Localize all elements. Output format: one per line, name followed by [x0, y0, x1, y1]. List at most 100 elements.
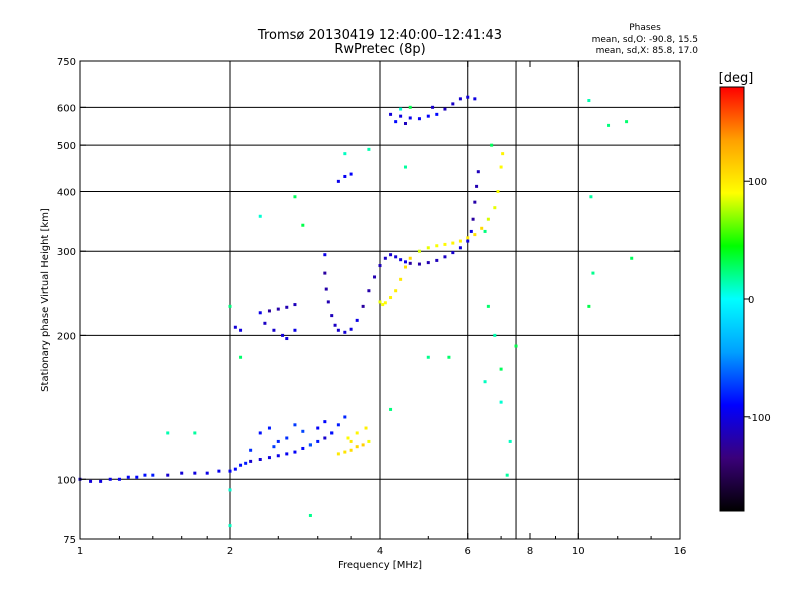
data-point-0-7: [143, 473, 147, 477]
data-point-7-29: [490, 143, 494, 147]
data-point-1-11: [343, 415, 347, 419]
series-1: [249, 415, 347, 452]
data-point-4-18: [403, 260, 407, 264]
y-axis-ticks: 75 100 200 300 400 500 600 750: [57, 57, 680, 546]
x-axis-ticks: 1 2 4 6 8 10 16: [77, 61, 686, 557]
data-point-5-3: [389, 296, 393, 300]
data-point-3-11: [293, 328, 297, 332]
data-point-5-17: [486, 217, 490, 221]
data-point-7-33: [493, 333, 497, 337]
colorbar-tick-label-2: -100: [748, 413, 771, 424]
data-point-2-4: [361, 443, 365, 447]
data-point-4-30: [475, 184, 479, 188]
data-point-0-4: [117, 477, 121, 481]
data-point-0-2: [99, 479, 103, 483]
data-point-7-3: [301, 223, 305, 227]
data-point-6-16: [431, 105, 435, 109]
data-point-3-8: [272, 328, 276, 332]
data-point-7-18: [607, 123, 611, 127]
data-point-3-0: [233, 325, 237, 329]
data-point-7-34: [505, 473, 509, 477]
data-point-3-7: [263, 321, 267, 325]
data-point-1-4: [293, 423, 297, 427]
data-point-5-11: [443, 242, 447, 246]
series-3: [233, 303, 297, 341]
data-point-7-32: [483, 380, 487, 384]
data-point-4-10: [361, 304, 365, 308]
data-point-4-28: [471, 217, 475, 221]
gridlines: [80, 61, 680, 539]
data-point-0-26: [316, 439, 320, 443]
data-point-5-18: [493, 206, 497, 210]
y-tick-label-3: 300: [57, 247, 76, 258]
data-point-6-6: [443, 107, 447, 111]
data-point-7-16: [589, 195, 593, 199]
data-point-4-13: [378, 264, 382, 268]
data-point-7-25: [193, 431, 197, 435]
y-tick-label-4: 400: [57, 187, 76, 198]
data-point-4-16: [394, 255, 398, 259]
data-point-5-16: [480, 226, 484, 230]
data-point-0-6: [135, 475, 139, 479]
data-point-0-3: [108, 477, 112, 481]
data-point-2-3: [355, 445, 359, 449]
data-point-2-8: [364, 426, 368, 430]
data-points: [78, 95, 634, 528]
data-point-3-10: [285, 337, 289, 341]
data-point-7-23: [228, 524, 232, 528]
data-point-4-20: [417, 262, 421, 266]
data-point-3-1: [239, 328, 243, 332]
phase-annotation-o: mean, sd,O: -90.8, 15.5: [592, 35, 698, 45]
data-point-6-0: [389, 112, 393, 116]
data-point-5-20: [499, 165, 503, 169]
colorbar: [deg] 100 0 -100: [719, 71, 771, 512]
data-point-3-9: [281, 333, 285, 337]
data-point-7-27: [389, 407, 393, 411]
data-point-4-27: [469, 229, 473, 233]
y-tick-label-7: 750: [57, 57, 76, 68]
data-point-1-13: [272, 445, 276, 449]
data-point-4-25: [458, 246, 462, 250]
data-point-4-14: [383, 256, 387, 260]
series-2: [336, 426, 371, 456]
data-point-5-19: [496, 189, 500, 193]
data-point-7-7: [403, 165, 407, 169]
data-point-6-8: [458, 97, 462, 101]
data-point-7-31: [399, 107, 403, 111]
data-point-5-5: [399, 277, 403, 281]
x-tick-label-2: 4: [377, 546, 383, 557]
data-point-0-22: [285, 452, 289, 456]
data-point-7-14: [508, 439, 512, 443]
data-point-2-9: [349, 439, 353, 443]
data-point-1-1: [267, 426, 271, 430]
x-tick-label-5: 10: [572, 546, 585, 557]
data-point-5-0: [378, 300, 382, 304]
series-7: [166, 99, 634, 528]
data-point-4-8: [349, 327, 353, 331]
data-point-2-5: [367, 439, 371, 443]
colorbar-tick-label-1: 0: [748, 295, 754, 306]
data-point-0-5: [126, 475, 130, 479]
data-point-7-10: [486, 304, 490, 308]
data-point-0-17: [244, 461, 248, 465]
data-point-3-4: [276, 307, 280, 311]
data-point-7-30: [408, 105, 412, 109]
data-point-1-5: [301, 429, 305, 433]
data-point-6-13: [349, 172, 353, 176]
data-point-0-18: [249, 459, 253, 463]
data-point-7-11: [499, 367, 503, 371]
data-point-5-13: [458, 239, 462, 243]
data-point-5-12: [451, 241, 455, 245]
data-point-7-22: [228, 488, 232, 492]
data-point-4-17: [399, 258, 403, 262]
x-tick-label-0: 1: [77, 546, 83, 557]
data-point-6-4: [426, 114, 430, 118]
chart-subtitle: RwPretec (8p): [334, 42, 425, 57]
data-point-7-17: [591, 271, 595, 275]
data-point-7-2: [293, 195, 297, 199]
data-point-7-8: [426, 355, 430, 359]
x-tick-label-1: 2: [227, 546, 233, 557]
data-point-0-9: [166, 473, 170, 477]
data-point-5-21: [501, 152, 505, 156]
